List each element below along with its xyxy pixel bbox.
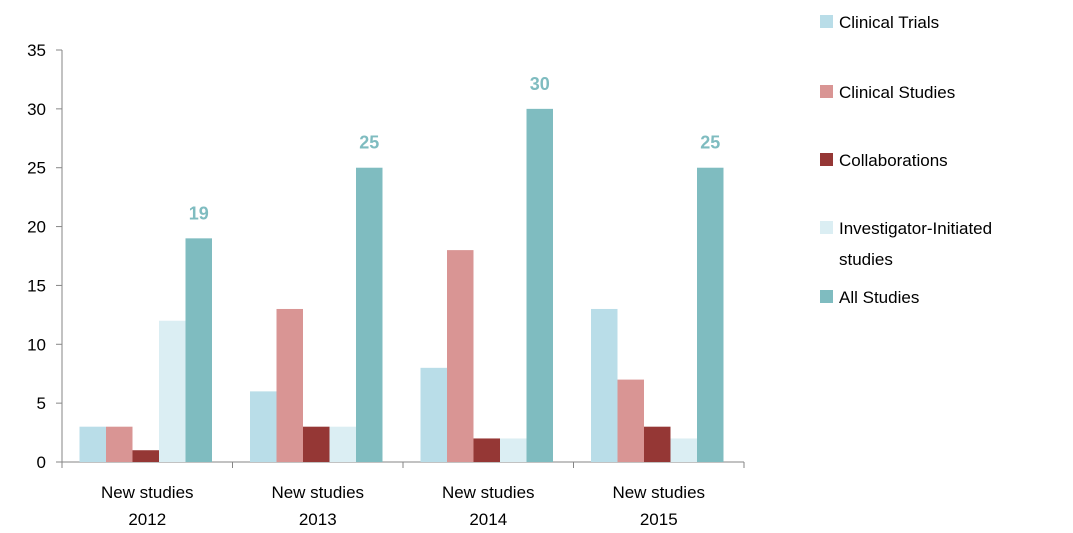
- legend: Clinical Trials Clinical Studies Collabora…: [820, 13, 992, 307]
- data-label: 25: [700, 133, 720, 153]
- legend-swatch: [820, 153, 833, 166]
- legend-label: All Studies: [839, 288, 919, 307]
- x-category-label: 2013: [299, 510, 337, 529]
- x-category-label: New studies: [101, 483, 194, 502]
- legend-swatch: [820, 290, 833, 303]
- legend-label: Clinical Studies: [839, 83, 955, 102]
- bar: [697, 167, 724, 462]
- bar: [500, 438, 527, 462]
- bars: [79, 108, 724, 462]
- y-tick-label: 25: [27, 159, 46, 178]
- bar: [132, 450, 159, 462]
- bar: [670, 438, 697, 462]
- y-tick-label: 30: [27, 100, 46, 119]
- bar: [644, 426, 671, 462]
- bar: [526, 108, 553, 462]
- data-labels: 19 25 30 25: [189, 74, 721, 223]
- legend-label: studies: [839, 250, 893, 269]
- y-tick-label: 0: [37, 453, 46, 472]
- legend-label: Investigator-Initiated: [839, 219, 992, 238]
- legend-swatch: [820, 15, 833, 28]
- x-category-label: New studies: [271, 483, 364, 502]
- legend-swatch: [820, 221, 833, 234]
- y-tick-label: 20: [27, 218, 46, 237]
- bar: [447, 250, 474, 462]
- axes: 0 5 10 15 20 25 30 35 New studies 2012 New studies…: [27, 41, 745, 529]
- legend-label: Collaborations: [839, 151, 948, 170]
- bar: [591, 308, 618, 462]
- x-category-label: 2015: [640, 510, 678, 529]
- bar: [420, 367, 447, 462]
- bar: [303, 426, 330, 462]
- bar: [185, 238, 212, 462]
- data-label: 19: [189, 203, 209, 223]
- bar: [329, 426, 356, 462]
- legend-swatch: [820, 85, 833, 98]
- x-category-label: New studies: [612, 483, 705, 502]
- bar: [276, 308, 303, 462]
- bar: [356, 167, 383, 462]
- legend-label: Clinical Trials: [839, 13, 939, 32]
- bar: [473, 438, 500, 462]
- data-label: 25: [359, 133, 379, 153]
- bar: [250, 391, 277, 462]
- y-tick-label: 10: [27, 335, 46, 354]
- bar: [617, 379, 644, 462]
- x-category-label: New studies: [442, 483, 535, 502]
- x-category-label: 2012: [128, 510, 166, 529]
- y-tick-label: 5: [37, 394, 46, 413]
- bar: [106, 426, 133, 462]
- data-label: 30: [530, 74, 550, 94]
- bar: [79, 426, 106, 462]
- y-tick-label: 35: [27, 41, 46, 60]
- y-tick-label: 15: [27, 276, 46, 295]
- bar: [159, 320, 186, 462]
- x-category-label: 2014: [469, 510, 507, 529]
